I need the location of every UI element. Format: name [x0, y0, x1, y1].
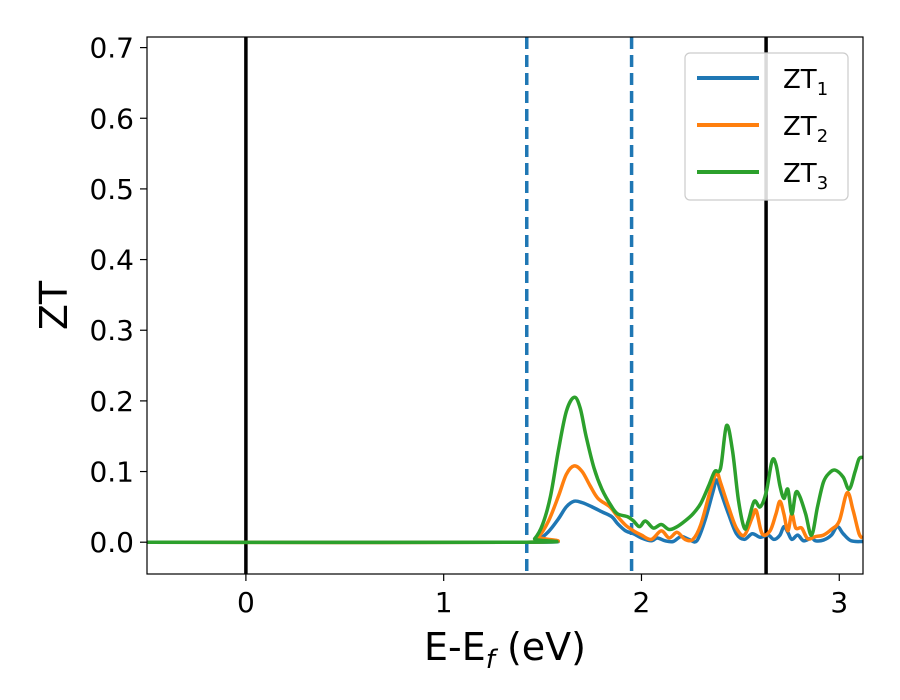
series-line-2: [147, 464, 863, 545]
y-tick-label-7: 0.7: [89, 32, 134, 65]
x-axis-label-main: E-E: [424, 625, 486, 669]
y-tick-label-4: 0.4: [89, 244, 134, 277]
legend-label-subscript-2: 2: [817, 126, 828, 147]
legend-label-2: ZT2: [783, 112, 828, 147]
y-tick-label-0: 0.0: [89, 526, 134, 559]
legend-label-1: ZT1: [783, 65, 828, 100]
legend-label-main-1: ZT: [783, 65, 817, 95]
legend-label-main-3: ZT: [783, 159, 817, 189]
legend-box: [684, 52, 849, 201]
y-tick-label-1: 0.1: [89, 456, 134, 489]
legend-label-subscript-3: 3: [817, 173, 828, 194]
y-axis-label: ZT: [32, 280, 76, 330]
y-tick-label-2: 0.2: [89, 385, 134, 418]
series-line-1: [147, 478, 863, 545]
x-tick-label-2: 2: [633, 586, 651, 619]
x-tick-label-0: 0: [237, 586, 255, 619]
x-tick-label-1: 1: [435, 586, 453, 619]
legend-label-subscript-1: 1: [817, 79, 828, 100]
plot-frame: [146, 36, 864, 575]
axes: 0 1 2 3 0.0 0.1 0.2 0.3 0.4 0.5 0.6 0.7 E-Ef (eV) ZT: [32, 32, 864, 675]
y-tick-label-3: 0.3: [89, 314, 134, 347]
series-line-3: [147, 395, 863, 545]
x-tick-label-3: 3: [830, 586, 848, 619]
y-tick-label-6: 0.6: [89, 102, 134, 135]
x-axis-label: E-Ef (eV): [424, 625, 586, 675]
x-axis-label-unit: (eV): [495, 625, 586, 669]
y-tick-label-5: 0.5: [89, 173, 134, 206]
legend-label-main-2: ZT: [783, 112, 817, 142]
legend-label-3: ZT3: [783, 159, 828, 194]
